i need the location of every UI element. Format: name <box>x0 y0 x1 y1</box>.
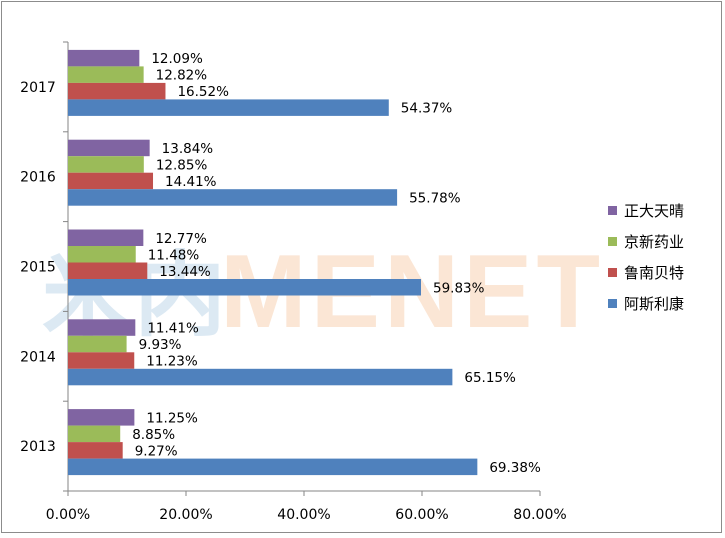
bar <box>68 229 144 246</box>
bar <box>68 66 144 83</box>
bar <box>68 368 453 386</box>
bar <box>68 189 398 206</box>
bar <box>68 49 140 67</box>
x-tick-label: 20.00% <box>159 507 212 523</box>
bar <box>68 99 389 116</box>
x-tick-label: 80.00% <box>513 507 566 523</box>
legend-label: 正大天晴 <box>624 202 684 220</box>
y-tick-label: 2015 <box>20 260 56 276</box>
data-label: 55.78% <box>409 190 461 206</box>
data-label: 59.83% <box>433 280 485 296</box>
data-label: 14.41% <box>165 174 217 190</box>
data-label: 12.77% <box>155 231 207 247</box>
bar <box>68 409 135 426</box>
x-tick-label: 60.00% <box>395 507 448 523</box>
legend-label: 鲁南贝特 <box>624 264 684 282</box>
data-label: 65.15% <box>464 370 516 386</box>
y-tick-label: 2014 <box>20 349 56 365</box>
data-label: 9.27% <box>135 443 178 459</box>
data-label: 8.85% <box>132 427 175 443</box>
bar <box>68 172 154 190</box>
y-tick-label: 2016 <box>20 170 56 186</box>
x-tick-label: 40.00% <box>277 507 330 523</box>
data-label: 11.41% <box>147 321 199 337</box>
legend-swatch <box>608 299 617 308</box>
data-label: 16.52% <box>177 84 229 100</box>
data-label: 54.37% <box>401 101 453 117</box>
data-label: 11.48% <box>148 247 200 263</box>
y-tick-label: 2017 <box>20 80 56 96</box>
data-label: 11.25% <box>146 410 198 426</box>
bar <box>68 279 421 296</box>
bar <box>68 246 136 263</box>
plot-area: 0.00% 20.00% 40.00% 60.00% 80.00%201712.09%1… <box>20 41 567 523</box>
bar <box>68 352 135 369</box>
bar <box>68 335 127 353</box>
bar <box>68 156 144 173</box>
bar <box>68 458 478 476</box>
data-label: 13.84% <box>162 141 214 157</box>
data-label: 69.38% <box>489 460 541 476</box>
data-label: 12.85% <box>156 157 208 173</box>
data-label: 12.09% <box>151 51 203 67</box>
data-label: 13.44% <box>159 264 211 280</box>
legend-swatch <box>608 237 617 246</box>
bar <box>68 319 136 336</box>
bar <box>68 442 123 459</box>
data-label: 11.23% <box>146 354 198 370</box>
data-label: 9.93% <box>139 337 182 353</box>
legend-swatch <box>608 206 617 215</box>
bar <box>68 82 166 100</box>
bar <box>68 425 121 443</box>
data-label: 12.82% <box>156 68 208 84</box>
legend-label: 阿斯利康 <box>624 295 684 313</box>
bar <box>68 139 150 157</box>
legend-swatch <box>608 268 617 277</box>
legend-label: 京新药业 <box>624 233 684 251</box>
x-tick-label: 0.00% <box>46 507 90 523</box>
y-tick-label: 2013 <box>20 439 56 455</box>
bar <box>68 262 148 279</box>
